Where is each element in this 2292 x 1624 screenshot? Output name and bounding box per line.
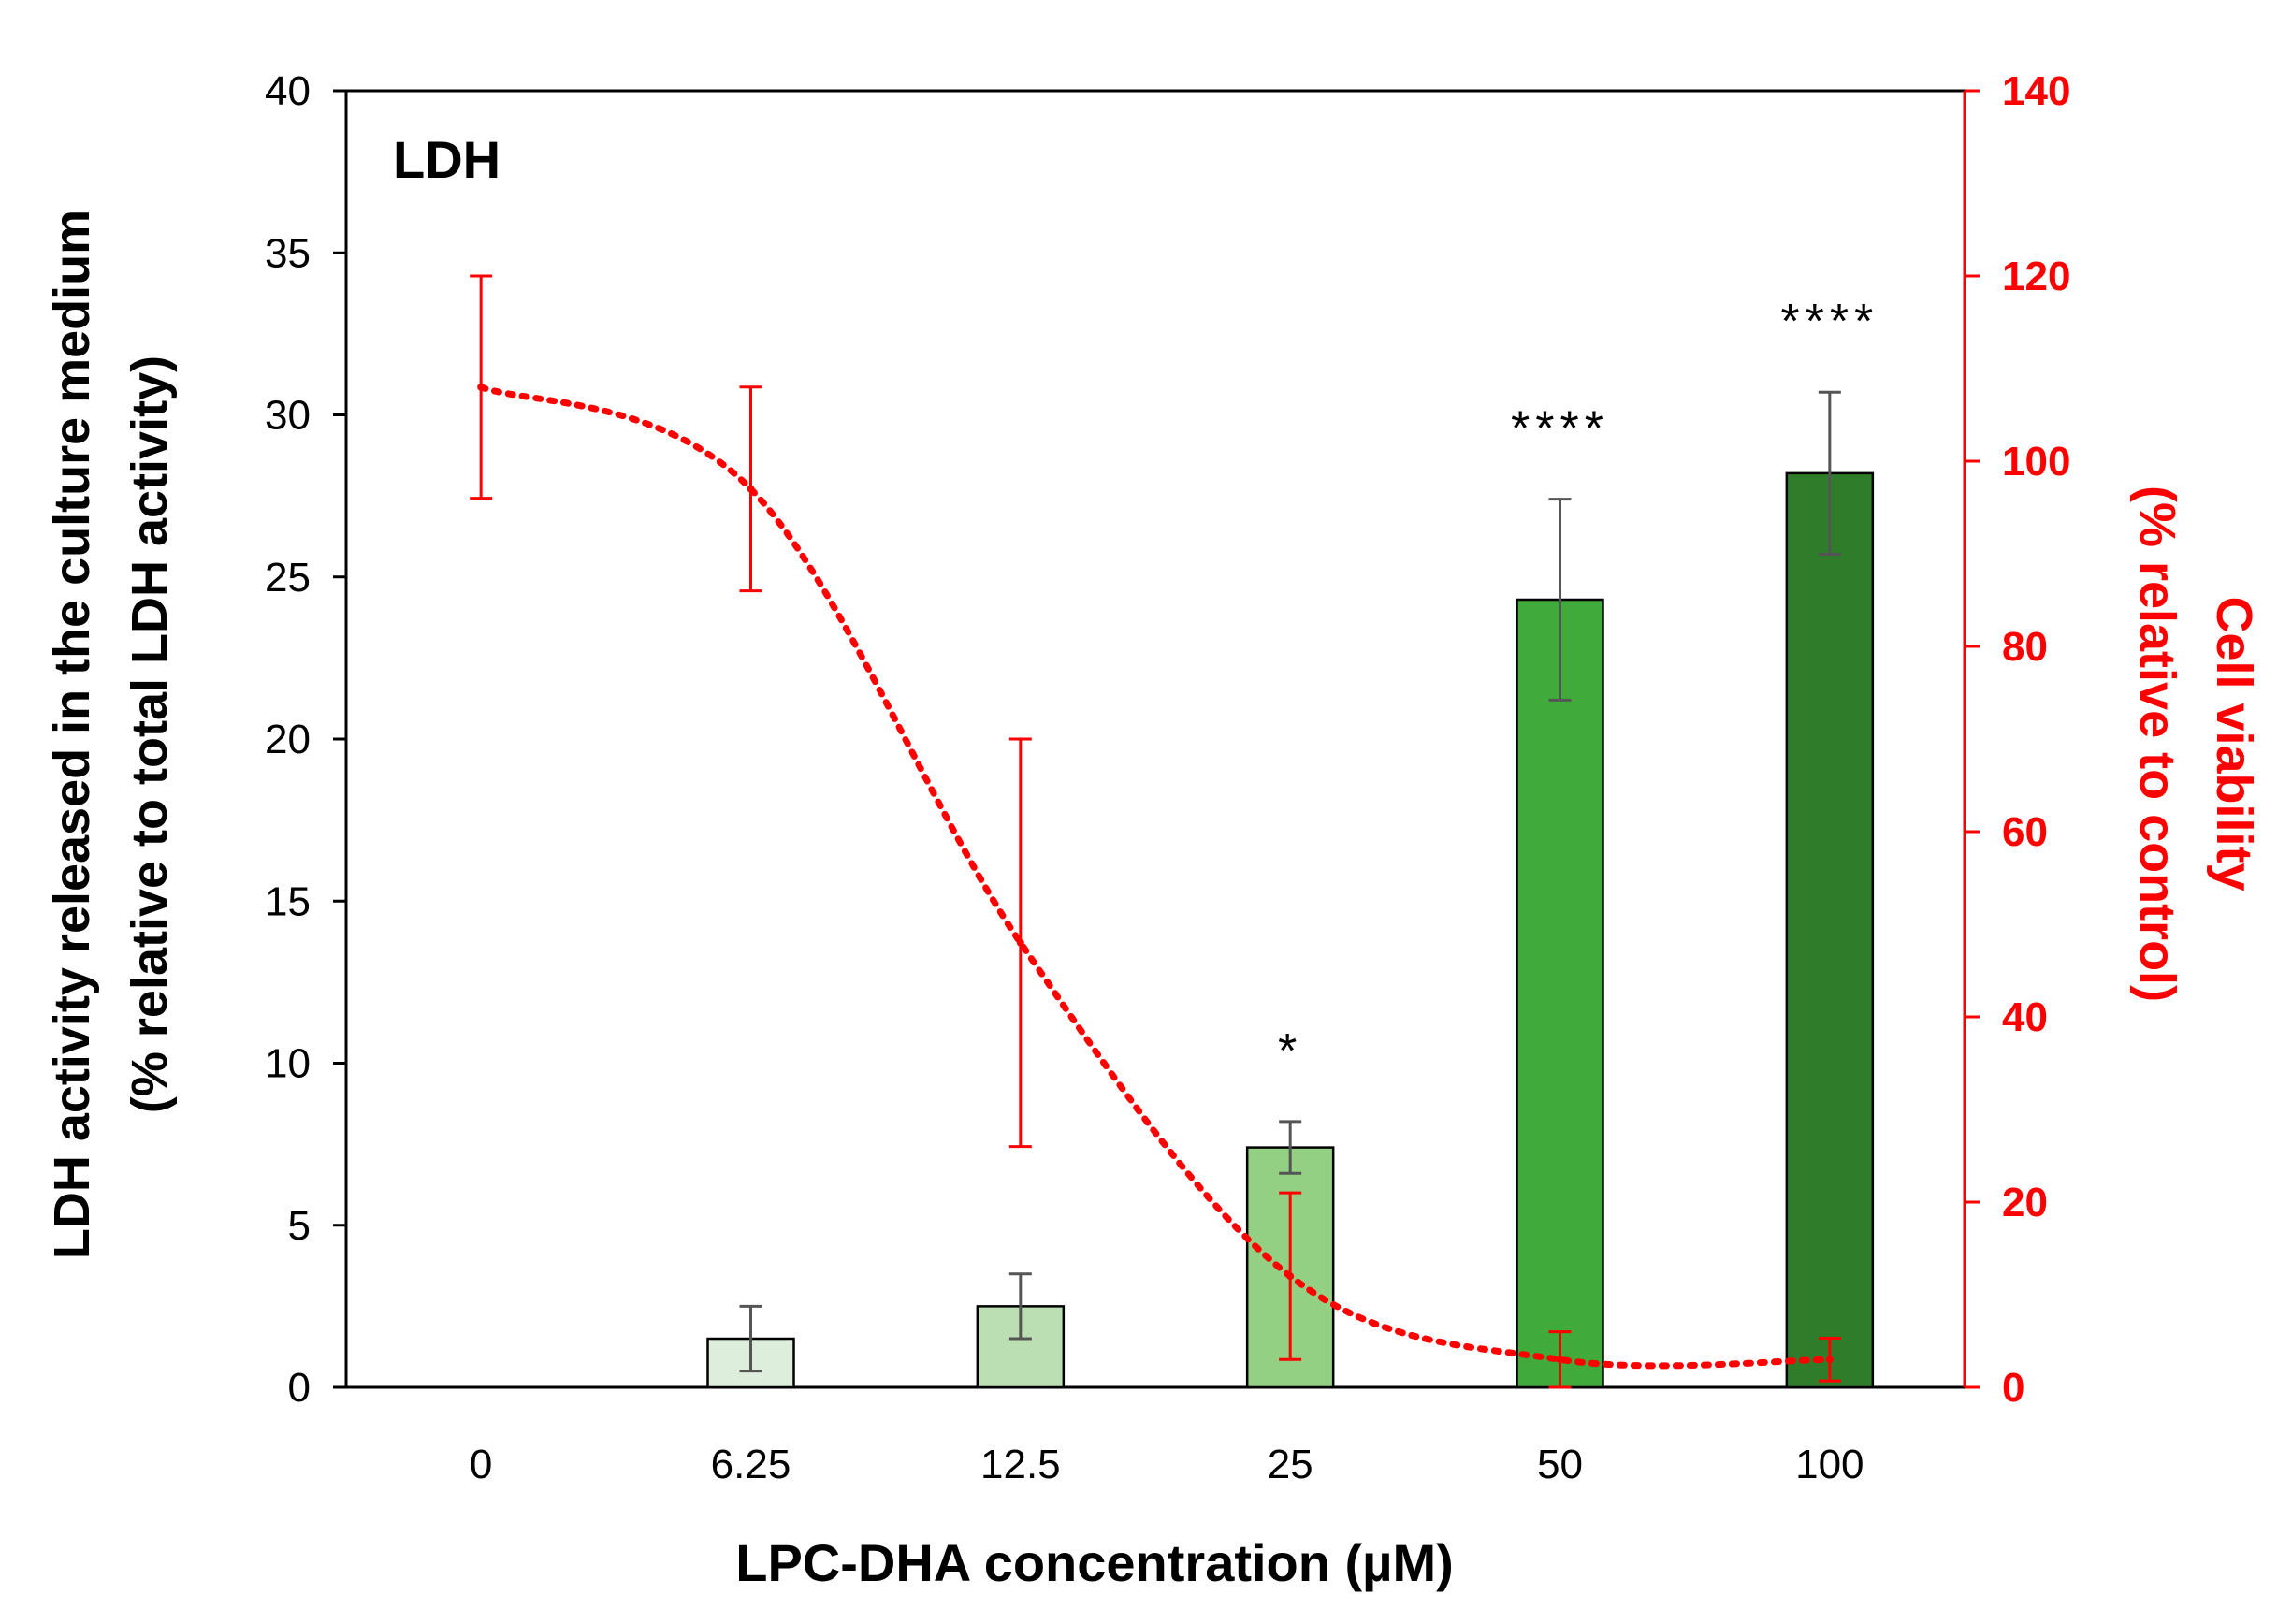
viability-line-group <box>470 274 1841 1389</box>
ldh-bar <box>1785 471 1875 1389</box>
significance-label: * <box>1278 1024 1302 1079</box>
left-tick-label: 35 <box>265 230 311 276</box>
ldh-bar <box>1516 598 1604 1389</box>
viability-line <box>477 384 1834 1370</box>
right-tick-label: 100 <box>2002 439 2070 485</box>
viability-point <box>1556 1356 1564 1364</box>
left-tick-label: 15 <box>265 878 311 924</box>
x-tick-label: 12.5 <box>980 1442 1061 1487</box>
left-tick-label: 10 <box>265 1041 311 1087</box>
x-tick-label: 100 <box>1795 1442 1864 1487</box>
viability-point <box>1016 938 1024 947</box>
significance-label: **** <box>1780 295 1879 349</box>
left-tick-label: 20 <box>265 717 311 762</box>
right-axis-title-line2: (% relative to control) <box>2129 486 2185 1002</box>
left-tick-label: 40 <box>265 68 311 114</box>
x-axis-title: LPC-DHA concentration (µM) <box>735 1533 1453 1592</box>
viability-point <box>477 383 486 391</box>
right-tick-label: 80 <box>2002 624 2048 670</box>
right-tick-label: 140 <box>2002 68 2070 114</box>
axes-group <box>333 89 1980 1389</box>
viability-point <box>747 485 755 493</box>
x-tick-label: 0 <box>470 1442 492 1487</box>
viability-point <box>1286 1272 1295 1281</box>
x-tick-label: 50 <box>1537 1442 1583 1487</box>
left-tick-label: 30 <box>265 393 311 439</box>
viability-point <box>1825 1356 1834 1364</box>
x-tick-label: 25 <box>1268 1442 1313 1487</box>
left-axis-title-line2: (% relative to total LDH activity) <box>122 355 178 1113</box>
right-tick-label: 120 <box>2002 254 2070 299</box>
significance-label: **** <box>1511 402 1609 457</box>
left-tick-label: 0 <box>288 1365 311 1411</box>
left-tick-label: 25 <box>265 555 311 601</box>
left-axis-title-line1: LDH activity released in the culture med… <box>44 210 100 1259</box>
panel-label: LDH <box>393 130 500 189</box>
x-tick-label: 6.25 <box>711 1442 791 1487</box>
right-tick-label: 20 <box>2002 1180 2048 1225</box>
right-axis-title-line1: Cell viability <box>2206 596 2262 891</box>
right-tick-label: 0 <box>2002 1365 2024 1411</box>
left-tick-label: 5 <box>288 1203 311 1249</box>
bars-group <box>706 390 1875 1389</box>
right-tick-label: 40 <box>2002 994 2048 1040</box>
labels-group: 0 5 10 15 20 25 30 35 40 0 20 40 60 80 100 120 140 0 6.25 1… <box>265 68 2070 1487</box>
right-tick-label: 60 <box>2002 809 2048 855</box>
